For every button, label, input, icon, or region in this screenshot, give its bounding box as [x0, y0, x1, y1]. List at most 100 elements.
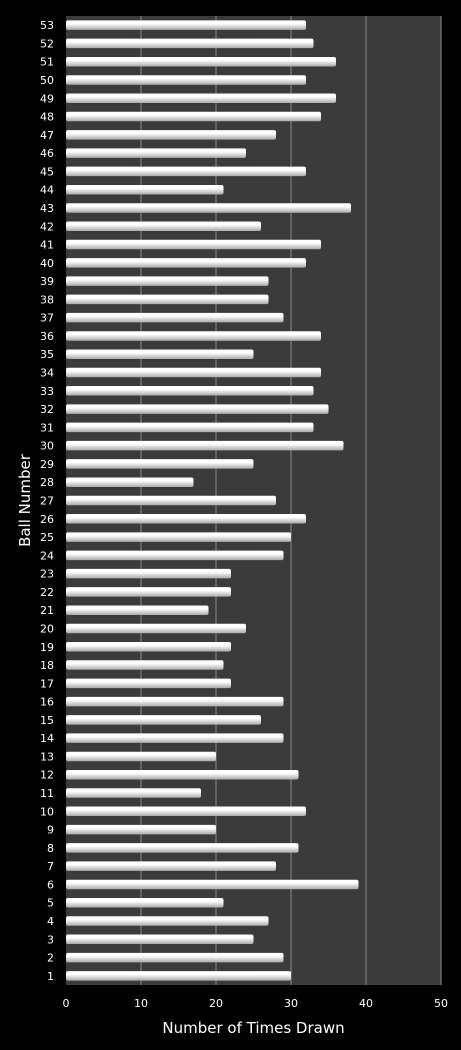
- bar-ball-1: [66, 971, 291, 981]
- y-tick-label: 23: [40, 568, 54, 581]
- y-tick-label: 10: [40, 805, 54, 818]
- bar-ball-4: [66, 916, 269, 926]
- y-tick-label: 27: [40, 495, 54, 508]
- y-tick-label: 14: [40, 732, 54, 745]
- bar-ball-32: [66, 404, 329, 414]
- y-tick-label: 15: [40, 714, 54, 727]
- y-tick-label: 50: [40, 74, 54, 87]
- y-tick-label: 24: [40, 549, 54, 562]
- y-tick-label: 6: [47, 878, 54, 891]
- bar-ball-29: [66, 459, 254, 469]
- bar-ball-33: [66, 386, 314, 396]
- bar-ball-34: [66, 367, 321, 378]
- bar-ball-47: [66, 130, 276, 140]
- y-tick-label: 29: [40, 458, 54, 471]
- x-axis-title: Number of Times Drawn: [162, 1019, 344, 1037]
- y-tick-label: 4: [47, 915, 54, 928]
- y-tick-label: 33: [40, 385, 54, 398]
- bar-ball-19: [66, 642, 231, 652]
- y-tick-label: 22: [40, 586, 54, 599]
- y-tick-label: 16: [40, 696, 54, 709]
- bar-series: [66, 20, 359, 981]
- bar-ball-24: [66, 550, 284, 561]
- y-tick-label: 31: [40, 421, 54, 434]
- bar-ball-44: [66, 184, 224, 195]
- y-tick-label: 7: [47, 860, 54, 873]
- bar-ball-25: [66, 532, 291, 542]
- y-tick-label: 34: [40, 367, 54, 380]
- y-tick-label: 20: [40, 622, 54, 635]
- y-tick-label: 3: [47, 933, 54, 946]
- bar-ball-41: [66, 239, 321, 250]
- bar-ball-16: [66, 696, 284, 707]
- y-tick-label: 36: [40, 330, 54, 343]
- bar-ball-21: [66, 605, 209, 615]
- bar-ball-20: [66, 623, 246, 634]
- x-tick-label: 10: [134, 997, 148, 1010]
- y-tick-label: 9: [47, 824, 54, 837]
- y-tick-label: 52: [40, 37, 54, 50]
- bar-ball-8: [66, 843, 299, 853]
- bar-ball-28: [66, 477, 194, 487]
- x-tick-label: 0: [63, 997, 70, 1010]
- bar-ball-52: [66, 38, 314, 49]
- y-tick-label: 30: [40, 440, 54, 453]
- y-tick-label: 13: [40, 750, 54, 763]
- bar-ball-43: [66, 203, 351, 213]
- y-axis-title: Ball Number: [16, 453, 34, 547]
- y-tick-label: 35: [40, 348, 54, 361]
- y-tick-label: 18: [40, 659, 54, 672]
- y-tick-label: 17: [40, 677, 54, 690]
- y-tick-label: 39: [40, 275, 54, 288]
- y-tick-label: 53: [40, 19, 54, 32]
- bar-ball-13: [66, 751, 216, 762]
- bar-ball-2: [66, 952, 284, 963]
- x-tick-label: 30: [284, 997, 298, 1010]
- bar-ball-27: [66, 495, 276, 506]
- y-tick-label: 21: [40, 604, 54, 617]
- bar-ball-3: [66, 934, 254, 945]
- bar-ball-53: [66, 20, 306, 30]
- bar-ball-31: [66, 422, 314, 433]
- bar-ball-40: [66, 258, 306, 268]
- bar-ball-39: [66, 276, 269, 286]
- bar-ball-26: [66, 514, 306, 524]
- y-tick-label: 26: [40, 513, 54, 526]
- x-tick-labels: 0 10 20 30 40 50: [63, 997, 449, 1010]
- x-tick-label: 40: [359, 997, 373, 1010]
- y-tick-label: 25: [40, 531, 54, 544]
- bar-ball-15: [66, 715, 261, 725]
- y-tick-labels: 1234567891011121314151617181920212223242…: [40, 19, 54, 983]
- bar-ball-49: [66, 93, 336, 104]
- bar-ball-9: [66, 824, 216, 835]
- y-tick-label: 46: [40, 147, 54, 160]
- bar-ball-17: [66, 678, 231, 689]
- y-tick-label: 48: [40, 111, 54, 124]
- bar-ball-42: [66, 221, 261, 232]
- bar-ball-10: [66, 806, 306, 817]
- y-tick-label: 41: [40, 239, 54, 252]
- y-tick-label: 44: [40, 184, 54, 197]
- bar-ball-30: [66, 440, 344, 451]
- y-tick-label: 45: [40, 165, 54, 178]
- bar-ball-22: [66, 587, 231, 597]
- bar-ball-36: [66, 331, 321, 341]
- y-tick-label: 12: [40, 769, 54, 782]
- x-tick-label: 20: [209, 997, 223, 1010]
- bar-ball-5: [66, 897, 224, 908]
- bar-ball-14: [66, 733, 284, 743]
- y-tick-label: 11: [40, 787, 54, 800]
- y-tick-label: 8: [47, 842, 54, 855]
- y-tick-label: 19: [40, 641, 54, 654]
- y-tick-label: 40: [40, 257, 54, 270]
- y-tick-label: 42: [40, 220, 54, 233]
- y-tick-label: 28: [40, 476, 54, 489]
- x-tick-label: 50: [434, 997, 448, 1010]
- bar-ball-46: [66, 148, 246, 158]
- y-tick-label: 32: [40, 403, 54, 416]
- y-tick-label: 43: [40, 202, 54, 215]
- y-tick-label: 5: [47, 897, 54, 910]
- y-tick-label: 1: [47, 970, 54, 983]
- y-tick-label: 51: [40, 56, 54, 69]
- bar-ball-35: [66, 349, 254, 359]
